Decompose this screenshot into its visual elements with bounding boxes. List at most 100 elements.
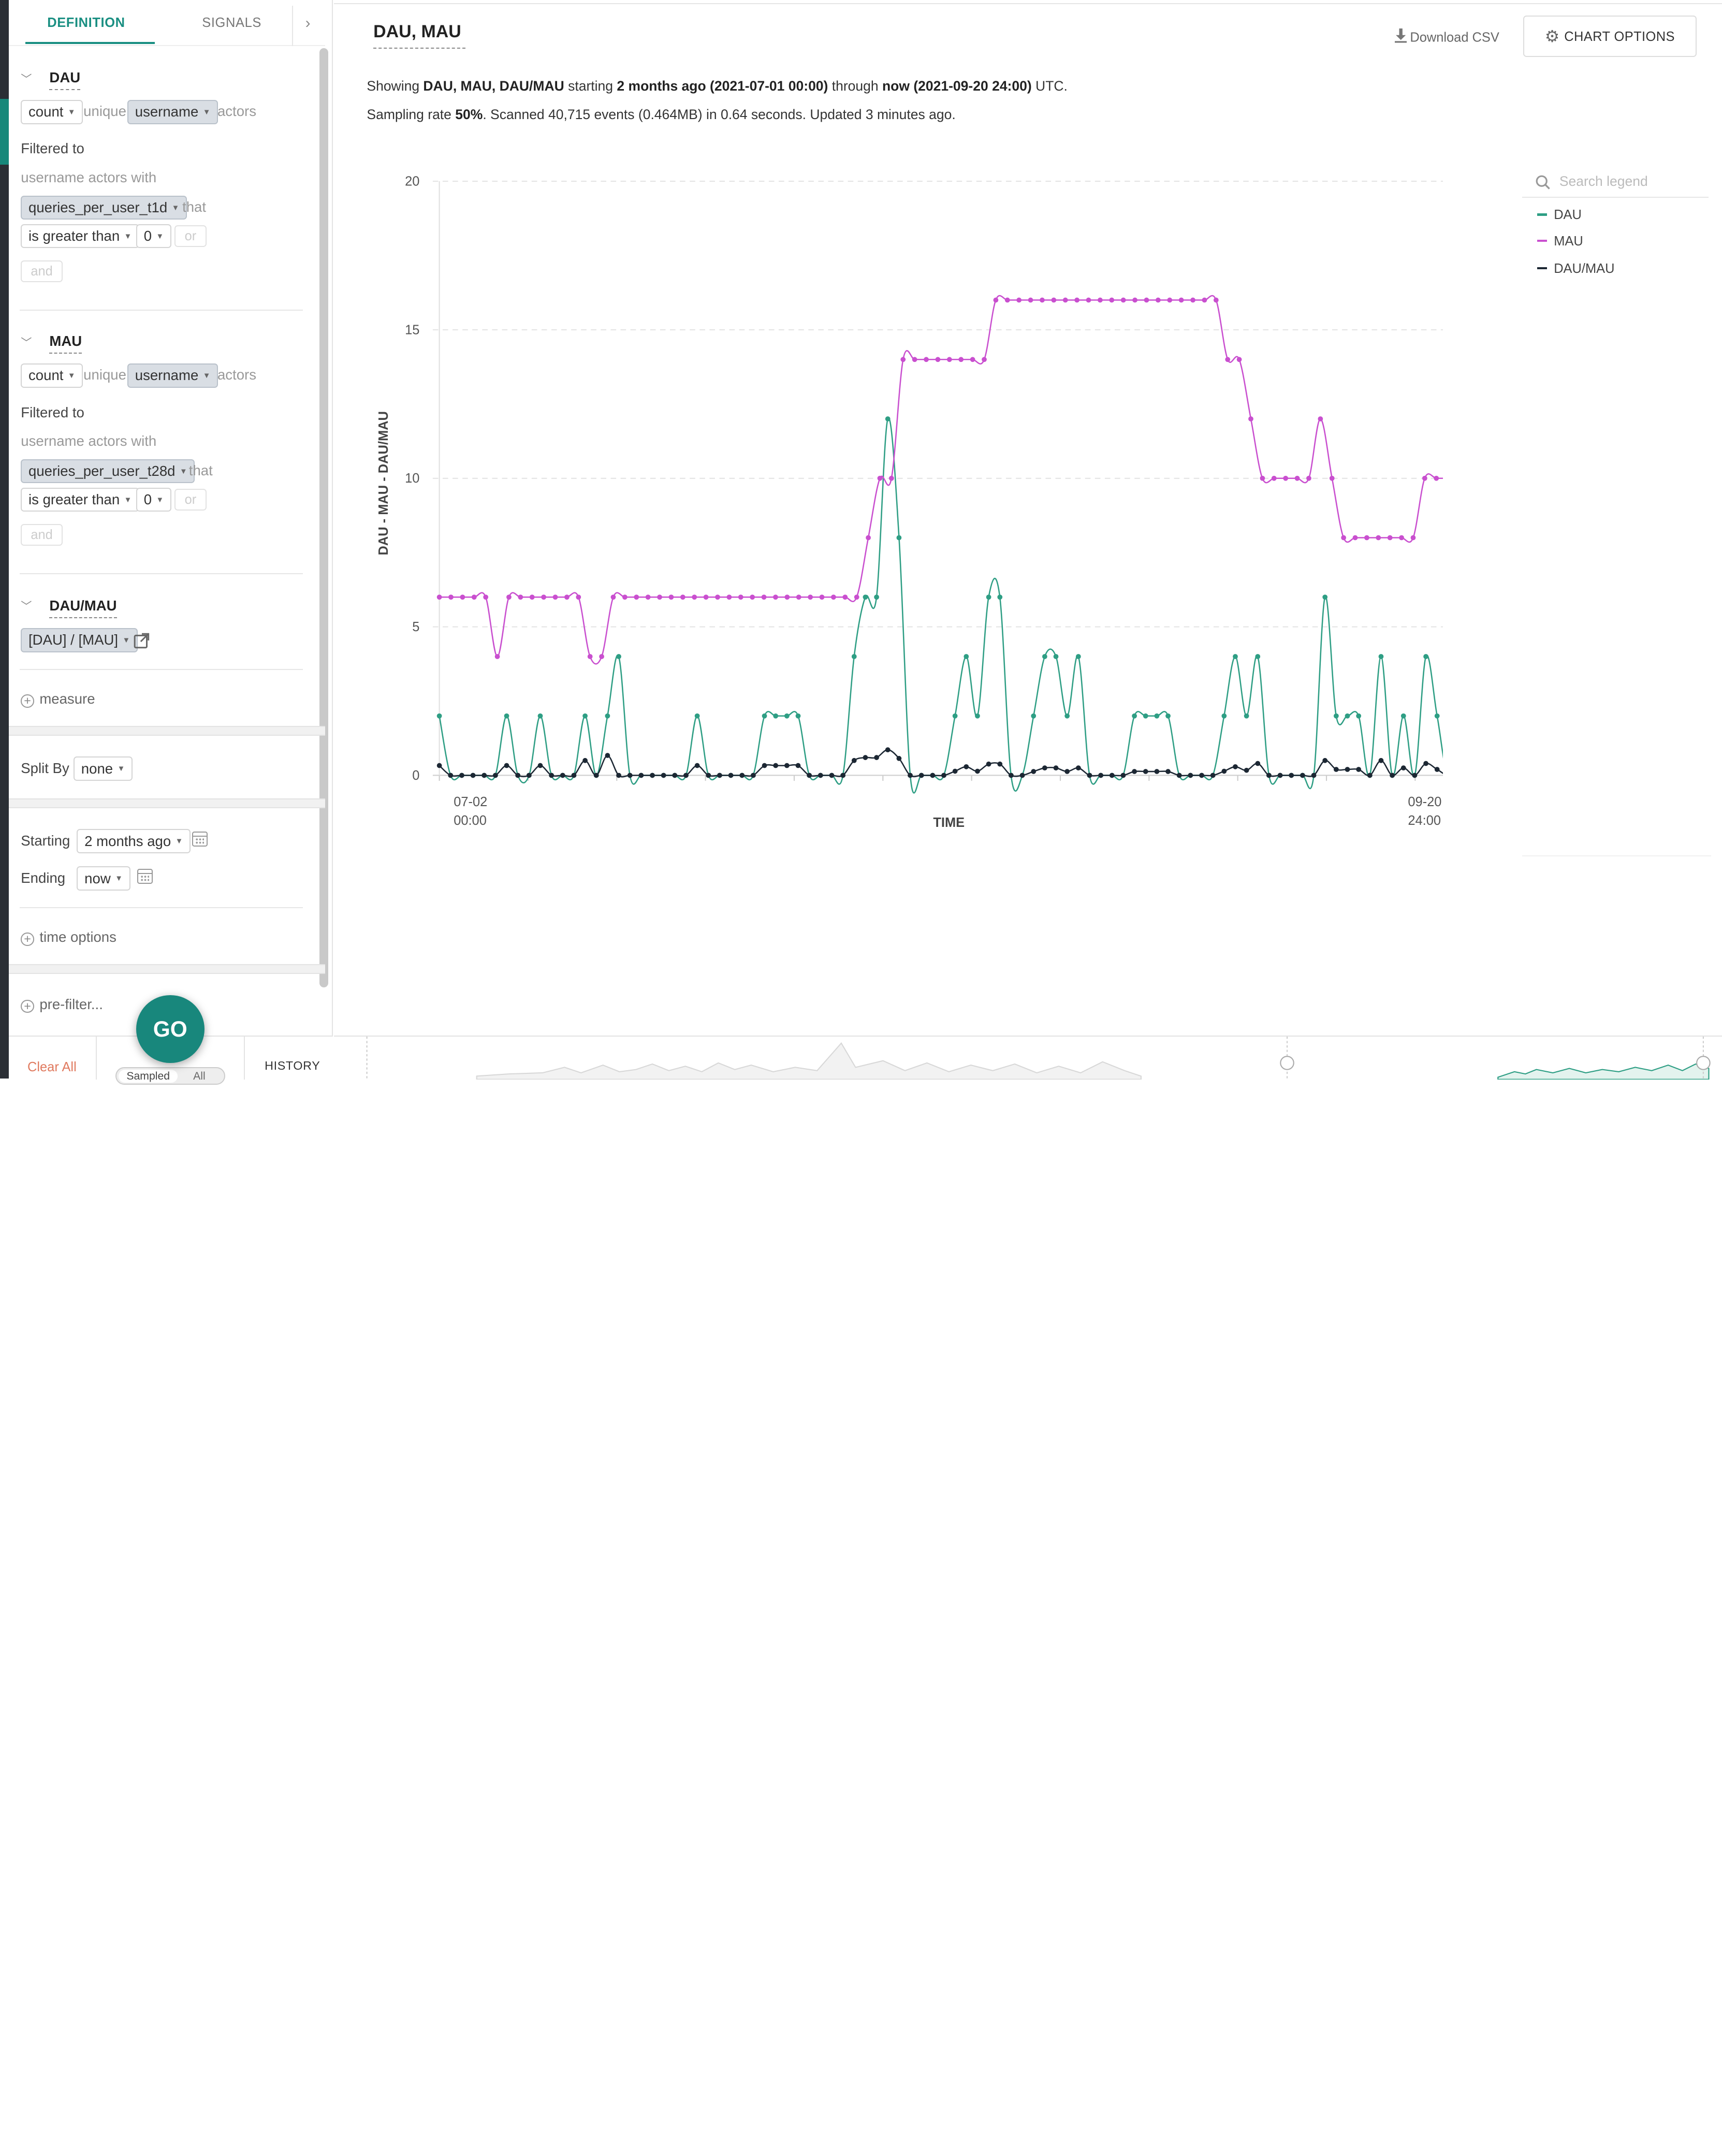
data-point-dau-mau — [907, 773, 913, 778]
sidebar-scrollbar[interactable] — [319, 48, 329, 987]
legend-item-dau[interactable]: DAU — [1537, 208, 1582, 223]
data-point-dau-mau — [851, 757, 857, 763]
data-point-dau — [1053, 654, 1059, 659]
timeline-minimap[interactable] — [334, 1037, 1722, 1080]
sampled-option[interactable]: Sampled — [118, 1069, 178, 1083]
data-point-mau — [656, 594, 662, 600]
timeline-nav-icon[interactable] — [1280, 1056, 1294, 1070]
aggregation-select[interactable]: count ▼ — [21, 100, 83, 124]
data-point-dau — [974, 713, 980, 719]
legend-item-mau[interactable]: MAU — [1537, 234, 1583, 249]
gear-icon: ⚙ — [1544, 26, 1560, 46]
data-point-dau-mau — [481, 773, 487, 778]
starting-select[interactable]: 2 months ago ▼ — [77, 829, 191, 853]
data-point-mau — [865, 535, 871, 541]
series-line-dau-mau — [439, 749, 1443, 778]
data-point-mau — [912, 357, 917, 362]
plus-icon: + — [21, 999, 34, 1013]
aggregation-select[interactable]: count ▼ — [21, 363, 83, 388]
all-option[interactable]: All — [193, 1070, 206, 1082]
formula-select[interactable]: [DAU] / [MAU] ▼ — [21, 628, 138, 652]
data-point-mau — [1387, 535, 1393, 541]
data-point-dau-mau — [1255, 761, 1260, 766]
summary-start: 2 months ago (2021-07-01 00:00) — [617, 78, 828, 94]
data-point-dau — [1131, 713, 1137, 719]
chevron-down-icon[interactable]: ﹀ — [21, 73, 32, 85]
data-point-mau — [1028, 297, 1033, 303]
chart-title[interactable]: DAU, MAU — [373, 22, 466, 49]
history-button[interactable]: HISTORY — [265, 1058, 320, 1072]
filtered-to-label: Filtered to — [21, 140, 84, 157]
measure-name-ratio[interactable]: DAU/MAU — [49, 598, 117, 619]
value-select[interactable]: 0 ▼ — [136, 224, 171, 249]
data-point-dau-mau — [661, 773, 666, 778]
calendar-icon[interactable] — [137, 868, 153, 884]
data-point-dau — [1064, 713, 1070, 719]
go-button[interactable]: GO — [136, 995, 205, 1064]
top-border — [333, 3, 1722, 5]
measure-name-mau[interactable]: MAU — [49, 333, 82, 354]
data-point-dau — [997, 594, 1002, 600]
app-root: DEFINITION SIGNALS › ﹀ DAU count ▼ unique… — [0, 0, 1722, 1085]
tab-definition[interactable]: DEFINITION — [47, 15, 125, 30]
and-button[interactable]: and — [21, 523, 63, 546]
tab-signals[interactable]: SIGNALS — [202, 15, 261, 30]
measure-name-dau[interactable]: DAU — [49, 69, 81, 90]
value-select[interactable]: 0 ▼ — [136, 487, 171, 512]
legend-search-input[interactable]: Search legend — [1522, 167, 1709, 198]
legend-item-dau-mau[interactable]: DAU/MAU — [1537, 261, 1615, 276]
y-tick-label: 0 — [412, 768, 419, 783]
field-select[interactable]: username ▼ — [127, 363, 218, 388]
data-point-mau — [599, 654, 604, 659]
and-button[interactable]: and — [21, 260, 63, 283]
data-point-dau-mau — [1210, 773, 1216, 778]
chart-options-button[interactable]: ⚙ CHART OPTIONS — [1523, 15, 1697, 57]
data-point-mau — [1248, 416, 1253, 421]
data-point-dau-mau — [448, 773, 453, 778]
external-link-icon[interactable] — [133, 632, 151, 649]
data-point-dau-mau — [1311, 773, 1317, 778]
data-point-dau — [1165, 713, 1171, 719]
calendar-icon[interactable] — [192, 831, 208, 847]
data-point-mau — [1109, 297, 1114, 303]
query-summary: Showing DAU, MAU, DAU/MAU starting 2 mon… — [367, 78, 1067, 94]
chevron-down-icon[interactable]: ﹀ — [21, 600, 32, 613]
x-axis-label: TIME — [933, 815, 965, 830]
data-point-dau — [1075, 654, 1081, 659]
metric-select[interactable]: queries_per_user_t1d ▼ — [21, 195, 187, 220]
download-icon — [1394, 28, 1407, 43]
field-select[interactable]: username ▼ — [127, 100, 218, 124]
caret-down-icon: ▼ — [124, 496, 132, 504]
split-by-select[interactable]: none ▼ — [74, 756, 133, 781]
download-csv-button[interactable]: Download CSV — [1394, 28, 1499, 45]
data-point-dau-mau — [1087, 773, 1092, 778]
or-button[interactable]: or — [174, 225, 207, 247]
data-point-mau — [1120, 297, 1126, 303]
chevron-down-icon[interactable]: ﹀ — [21, 337, 32, 349]
data-point-mau — [448, 594, 454, 600]
timeline-scrubber[interactable] — [333, 1036, 1722, 1080]
data-point-dau-mau — [1333, 767, 1339, 772]
sampled-toggle[interactable]: Sampled All — [115, 1067, 225, 1085]
data-point-mau — [1352, 535, 1358, 541]
ending-select[interactable]: now ▼ — [77, 866, 130, 891]
add-measure-button[interactable]: + measure — [21, 691, 95, 708]
data-point-mau — [668, 594, 674, 600]
data-point-mau — [1271, 475, 1277, 481]
chevron-right-icon[interactable]: › — [305, 14, 311, 32]
metric-select[interactable]: queries_per_user_t28d ▼ — [21, 459, 195, 484]
timeline-nav-icon[interactable] — [1696, 1056, 1711, 1070]
legend-label: DAU/MAU — [1554, 261, 1615, 276]
line-chart[interactable]: 0 5 10 15 20 07-02 00:00 09-20 24:00 TIME DAU - MA… — [334, 154, 1443, 856]
comparator-select[interactable]: is greater than ▼ — [21, 487, 140, 512]
pre-filter-button[interactable]: + pre-filter... — [21, 996, 103, 1013]
data-point-mau — [923, 357, 929, 362]
or-button[interactable]: or — [174, 488, 207, 511]
clear-all-button[interactable]: Clear All — [27, 1059, 77, 1074]
comparator-select[interactable]: is greater than ▼ — [21, 224, 140, 249]
time-options-button[interactable]: + time options — [21, 929, 116, 946]
data-point-dau-mau — [1143, 769, 1148, 774]
actors-label: actors — [217, 103, 256, 120]
data-point-mau — [761, 594, 767, 600]
data-point-dau-mau — [1412, 773, 1418, 778]
